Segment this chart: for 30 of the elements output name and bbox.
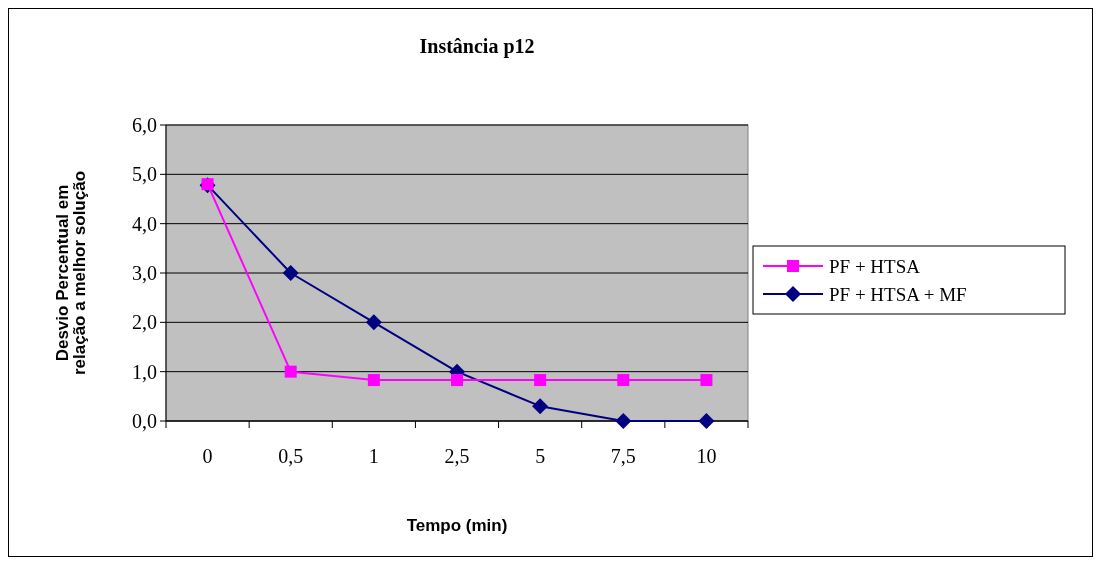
x-tick-label: 1 xyxy=(368,445,379,467)
point xyxy=(615,413,632,429)
point xyxy=(451,374,463,387)
legend-label: PF + HTSA xyxy=(829,255,921,277)
y-tick-label: 5,0 xyxy=(132,163,157,186)
y-tick-label: 4,0 xyxy=(132,212,157,235)
x-axis-title: Tempo (min) xyxy=(406,516,508,535)
point xyxy=(284,365,297,378)
x-tick-label: 7,5 xyxy=(610,445,636,467)
x-tick-label: 0 xyxy=(202,445,213,467)
x-tick-label: 10 xyxy=(696,445,717,467)
x-tick-label: 2,5 xyxy=(444,445,470,467)
chart-title: Instância p12 xyxy=(419,35,535,58)
y-tick-label: 0,0 xyxy=(132,410,157,432)
point xyxy=(700,374,713,387)
point xyxy=(282,265,299,281)
point xyxy=(365,314,382,331)
point xyxy=(532,398,549,415)
y-tick-label: 1,0 xyxy=(132,360,157,383)
x-tick-label: 5 xyxy=(535,445,546,467)
y-tick-label: 3,0 xyxy=(132,262,157,284)
point xyxy=(698,413,715,429)
point xyxy=(367,374,380,387)
y-tick-label: 2,0 xyxy=(132,311,157,334)
y-axis-title: Desvio Percentual em relação a melhor solução xyxy=(53,170,89,376)
x-tick-label: 0,5 xyxy=(278,445,304,467)
legend-label: PF + HTSA + MF xyxy=(829,283,967,305)
point xyxy=(617,374,630,387)
point xyxy=(534,374,547,387)
y-tick-label: 6,0 xyxy=(132,114,157,136)
